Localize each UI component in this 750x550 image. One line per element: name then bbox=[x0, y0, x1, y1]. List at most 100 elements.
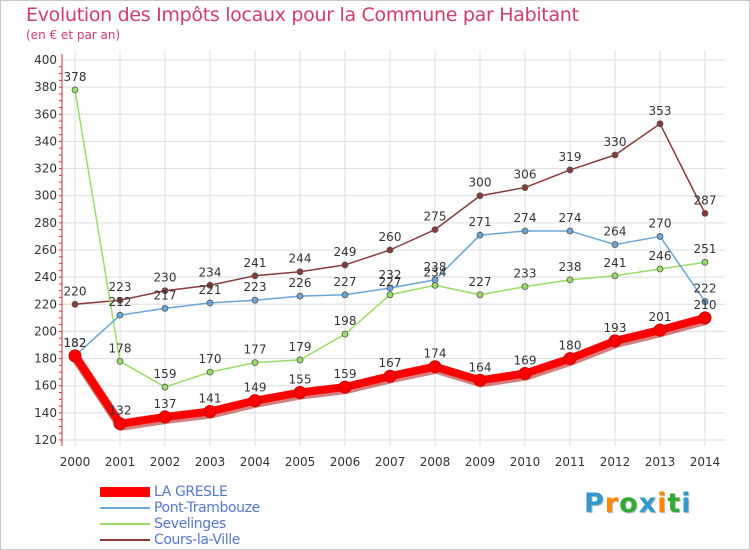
legend-label-la-gresle: LA GRESLE bbox=[154, 484, 228, 500]
data-point bbox=[251, 272, 259, 280]
legend-swatch-cours-la-ville bbox=[100, 539, 150, 541]
data-label: 227 bbox=[334, 275, 357, 289]
data-label: 141 bbox=[199, 392, 222, 406]
data-point bbox=[701, 298, 709, 305]
y-tick-label: 260 bbox=[34, 243, 57, 257]
data-label: 159 bbox=[334, 367, 357, 381]
chart-title: Evolution des Impôts locaux pour la Comm… bbox=[26, 4, 579, 26]
data-point bbox=[161, 304, 169, 312]
data-point bbox=[338, 380, 352, 394]
data-label: 177 bbox=[244, 343, 267, 357]
data-label: 164 bbox=[469, 360, 492, 374]
data-point bbox=[383, 369, 397, 383]
y-tick-label: 240 bbox=[34, 270, 57, 284]
data-label: 227 bbox=[469, 275, 492, 289]
data-label: 251 bbox=[694, 242, 717, 256]
data-label: 167 bbox=[379, 356, 402, 370]
data-label: 210 bbox=[694, 298, 717, 312]
brand-letter: x bbox=[638, 488, 658, 519]
brand-letter: i bbox=[681, 488, 692, 519]
data-point bbox=[476, 291, 484, 299]
data-point bbox=[656, 120, 664, 128]
data-label: 227 bbox=[379, 275, 402, 289]
brand-letter: r bbox=[604, 488, 620, 519]
data-label: 238 bbox=[424, 260, 447, 274]
data-label: 241 bbox=[604, 256, 627, 270]
legend-item-la-gresle: LA GRESLE bbox=[100, 484, 360, 501]
data-point bbox=[116, 357, 124, 365]
data-label: 238 bbox=[559, 260, 582, 274]
brand-letter: P bbox=[584, 488, 605, 519]
y-tick-label: 160 bbox=[34, 379, 57, 393]
data-label: 174 bbox=[424, 347, 447, 361]
brand-letter: i bbox=[657, 488, 668, 519]
data-label: 378 bbox=[64, 70, 87, 84]
data-point bbox=[701, 258, 709, 266]
y-tick-label: 300 bbox=[34, 189, 57, 203]
legend-label-pont-trambouze: Pont-Trambouze bbox=[154, 500, 260, 516]
data-point bbox=[341, 330, 349, 338]
data-point bbox=[206, 368, 214, 376]
data-point bbox=[566, 276, 574, 284]
data-point bbox=[206, 281, 214, 289]
data-point bbox=[341, 261, 349, 269]
x-tick-label: 2007 bbox=[375, 455, 406, 469]
x-tick-label: 2001 bbox=[105, 455, 136, 469]
x-tick-label: 2011 bbox=[555, 455, 586, 469]
data-point bbox=[161, 287, 169, 295]
y-tick-label: 380 bbox=[34, 80, 57, 94]
data-point bbox=[521, 227, 529, 235]
data-point bbox=[68, 349, 82, 363]
data-label: 179 bbox=[289, 340, 312, 354]
x-tick-label: 2005 bbox=[285, 455, 316, 469]
data-label: 149 bbox=[244, 381, 267, 395]
data-point bbox=[341, 291, 349, 299]
y-tick-label: 400 bbox=[34, 53, 57, 67]
data-label: 230 bbox=[154, 271, 177, 285]
data-point bbox=[206, 299, 214, 307]
data-point bbox=[428, 360, 442, 374]
data-label: 169 bbox=[514, 354, 537, 368]
data-label: 246 bbox=[649, 249, 672, 263]
data-point bbox=[521, 283, 529, 291]
data-point bbox=[251, 359, 259, 367]
brand-logo: Proxiti bbox=[584, 488, 692, 519]
data-label: 223 bbox=[244, 280, 267, 294]
legend: LA GRESLE Pont-Trambouze Sevelinges Cour… bbox=[100, 484, 360, 549]
data-label: 193 bbox=[604, 321, 627, 335]
legend-label-sevelinges: Sevelinges bbox=[154, 516, 226, 532]
y-tick-label: 220 bbox=[34, 297, 57, 311]
y-tick-label: 320 bbox=[34, 162, 57, 176]
data-label: 221 bbox=[199, 283, 222, 297]
x-tick-label: 2010 bbox=[510, 455, 541, 469]
x-tick-label: 2003 bbox=[195, 455, 226, 469]
data-point bbox=[248, 394, 262, 408]
data-label: 319 bbox=[559, 150, 582, 164]
legend-item-pont-trambouze: Pont-Trambouze bbox=[100, 500, 360, 517]
data-point bbox=[386, 246, 394, 254]
y-tick-label: 280 bbox=[34, 216, 57, 230]
data-label: 223 bbox=[109, 280, 132, 294]
data-point bbox=[296, 268, 304, 276]
x-tick-label: 2014 bbox=[690, 455, 721, 469]
data-label: 132 bbox=[109, 404, 132, 418]
data-label: 353 bbox=[649, 104, 672, 118]
legend-label-cours-la-ville: Cours-la-Ville bbox=[154, 532, 240, 548]
data-point bbox=[566, 227, 574, 235]
data-label: 201 bbox=[649, 310, 672, 324]
series-cours-la-ville bbox=[71, 120, 709, 308]
data-label: 274 bbox=[559, 211, 582, 225]
data-point bbox=[611, 151, 619, 159]
data-point bbox=[653, 323, 667, 337]
y-tick-label: 120 bbox=[34, 433, 57, 447]
chart-subtitle: (en € et par an) bbox=[26, 28, 121, 42]
data-label: 234 bbox=[199, 265, 222, 279]
data-label: 178 bbox=[109, 341, 132, 355]
data-label: 220 bbox=[64, 284, 87, 298]
x-tick-label: 2008 bbox=[420, 455, 451, 469]
data-label: 275 bbox=[424, 210, 447, 224]
data-point bbox=[431, 276, 439, 284]
data-point bbox=[608, 334, 622, 348]
data-label: 182 bbox=[64, 336, 87, 350]
